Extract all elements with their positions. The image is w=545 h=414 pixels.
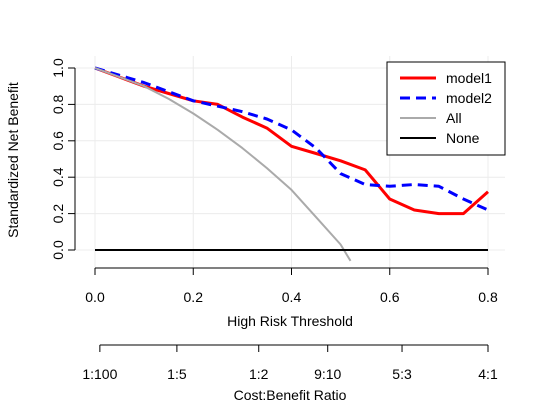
x-tick-label: 0.8 — [478, 289, 498, 305]
x-tick-label: 0.4 — [282, 289, 302, 305]
secondary-tick-label: 1:100 — [82, 366, 117, 382]
y-axis-title: Standardized Net Benefit — [5, 82, 21, 238]
y-tick-label: 0.4 — [50, 167, 66, 187]
series-layer — [94, 66, 489, 262]
legend-label-model1: model1 — [446, 70, 492, 86]
legend-items: model1 model2 All None — [400, 70, 492, 146]
y-tick-label: 1.0 — [50, 58, 66, 78]
y-tick-label: 0.2 — [50, 204, 66, 224]
x-tick-label: 0.0 — [85, 289, 105, 305]
legend-label-none: None — [446, 130, 480, 146]
secondary-tick-label: 9:10 — [314, 366, 341, 382]
series-line-model2 — [94, 66, 489, 212]
x-tick-label: 0.2 — [184, 289, 204, 305]
legend: model1 model2 All None — [386, 61, 506, 156]
series-line-model1 — [94, 66, 489, 216]
legend-label-model2: model2 — [446, 90, 492, 106]
x-axis-title: High Risk Threshold — [227, 313, 353, 329]
legend-label-all: All — [446, 110, 462, 126]
x-tick-label: 0.6 — [380, 289, 400, 305]
y-tick-label: 0.6 — [50, 131, 66, 151]
series-line-all — [94, 67, 352, 262]
y-tick-label: 0.8 — [50, 94, 66, 114]
axes-layer: 0.0 0.2 0.4 0.6 0.8 1.0 0.0 0.2 0.4 0.6 0.8 1:100 1:… — [50, 58, 498, 382]
secondary-tick-label: 1:2 — [249, 366, 269, 382]
secondary-tick-label: 1:5 — [167, 366, 187, 382]
y-tick-label: 0.0 — [50, 240, 66, 260]
secondary-tick-label: 4:1 — [478, 366, 498, 382]
secondary-axis-title: Cost:Benefit Ratio — [234, 387, 347, 403]
secondary-tick-label: 5:3 — [392, 366, 412, 382]
